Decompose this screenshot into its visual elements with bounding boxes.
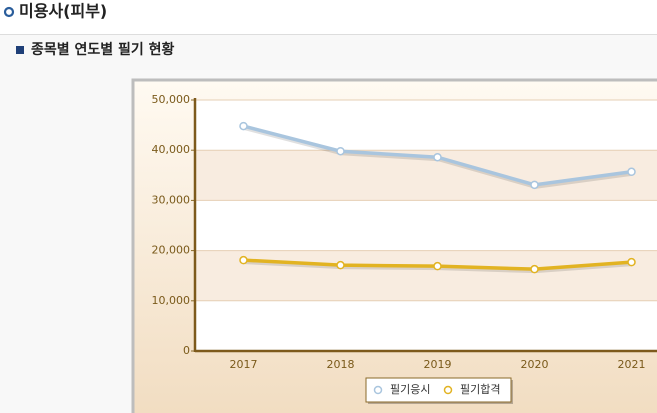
point bbox=[530, 180, 539, 190]
point bbox=[530, 264, 539, 274]
section-title: 종목별 연도별 필기 현황 bbox=[31, 41, 175, 58]
plot-band bbox=[195, 150, 657, 201]
legend-marker bbox=[373, 385, 383, 395]
title-bullet bbox=[3, 6, 15, 18]
legend-label: 필기응시 bbox=[390, 383, 430, 396]
point bbox=[433, 152, 442, 162]
y-tick-label: 30,000 bbox=[152, 193, 191, 206]
x-tick-label: 2017 bbox=[230, 358, 258, 371]
chart: 0 10,000 20,000 30,000 40,000 50,000 2017 2018 2… bbox=[152, 93, 657, 404]
plot-area bbox=[195, 100, 657, 351]
point bbox=[627, 257, 636, 267]
point bbox=[627, 167, 636, 177]
plot-band bbox=[195, 250, 657, 301]
section-icon bbox=[16, 46, 24, 54]
y-tick-label: 40,000 bbox=[152, 143, 191, 156]
y-tick-label: 50,000 bbox=[152, 93, 191, 106]
x-tick-label: 2021 bbox=[618, 358, 646, 371]
point bbox=[239, 121, 248, 131]
point bbox=[239, 255, 248, 265]
legend: 필기응시 필기합격 bbox=[365, 377, 513, 404]
legend-box bbox=[365, 377, 512, 403]
y-tick-label: 10,000 bbox=[152, 294, 191, 307]
x-tick-label: 2019 bbox=[424, 358, 452, 371]
x-tick-label: 2018 bbox=[327, 358, 355, 371]
x-tick-label: 2020 bbox=[521, 358, 549, 371]
page-title: 미용사(피부) bbox=[19, 2, 107, 21]
point bbox=[336, 260, 345, 270]
y-tick-label: 20,000 bbox=[152, 244, 191, 257]
legend-marker bbox=[443, 385, 453, 395]
point bbox=[433, 261, 442, 271]
point bbox=[336, 146, 345, 156]
y-tick-label: 0 bbox=[183, 344, 190, 357]
legend-label: 필기합격 bbox=[460, 383, 500, 396]
